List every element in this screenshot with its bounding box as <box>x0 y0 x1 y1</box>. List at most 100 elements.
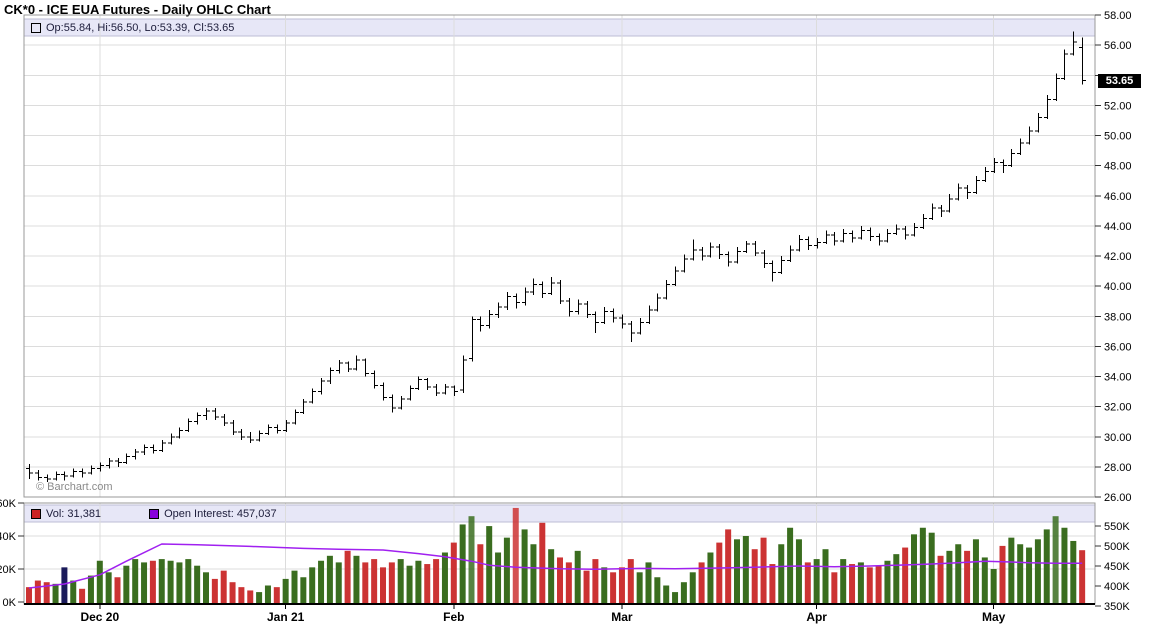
ohlc-bar <box>831 231 838 246</box>
volume-bar <box>344 550 351 603</box>
ohlc-bar <box>814 237 821 249</box>
ohlc-bar <box>398 396 405 410</box>
volume-bar <box>415 560 422 603</box>
volume-bar <box>229 582 236 603</box>
volume-bar <box>610 572 617 603</box>
ohlc-bar <box>300 399 307 415</box>
volume-bar <box>787 527 794 603</box>
volume-bar <box>1026 547 1033 603</box>
volume-bar <box>512 507 519 603</box>
axis-tick-label: 500K <box>1104 541 1130 553</box>
volume-bar <box>919 527 926 603</box>
ohlc-bar <box>601 307 608 324</box>
ohlc-bar <box>787 245 794 263</box>
volume-bar <box>477 544 484 603</box>
volume-bar <box>981 557 988 603</box>
volume-bar <box>902 547 909 603</box>
axis-tick-label: 30.00 <box>1104 432 1132 444</box>
ohlc-bar <box>442 384 449 395</box>
volume-bar <box>557 557 563 603</box>
axis-tick-label: Feb <box>443 610 464 624</box>
volume-bar <box>220 570 227 603</box>
ohlc-bar <box>946 194 953 213</box>
axis-tick-label: May <box>982 610 1006 624</box>
volume-bar <box>441 552 448 603</box>
ohlc-bar <box>141 444 148 455</box>
volume-bar <box>928 532 935 603</box>
ohlc-bar <box>345 361 352 372</box>
open-interest-legend-label: Open Interest: 457,037 <box>164 507 277 520</box>
axis-tick-label: 56.00 <box>1104 40 1132 52</box>
volume-bar <box>282 578 289 603</box>
axis-tick-label: 58.00 <box>1104 10 1132 22</box>
axis-tick-label: 0K <box>3 597 17 609</box>
ohlc-bar <box>707 242 714 258</box>
ohlc-bar <box>522 287 529 306</box>
axis-tick-label: 450K <box>1104 561 1130 573</box>
ohlc-bar <box>292 409 299 425</box>
volume-bar <box>857 562 864 603</box>
volume-bar <box>87 575 94 603</box>
volume-bar <box>574 550 581 603</box>
ohlc-bar <box>362 358 369 377</box>
ohlc-bar <box>371 370 378 389</box>
ohlc-bar <box>247 432 254 443</box>
volume-bar <box>663 585 670 603</box>
ohlc-bar <box>1035 112 1042 133</box>
ohlc-bar <box>159 439 166 452</box>
volume-bar <box>397 559 404 603</box>
volume-bar <box>194 565 201 603</box>
volume-bar <box>955 544 962 603</box>
ohlc-bar <box>964 185 971 199</box>
ohlc-bar <box>97 462 104 472</box>
volume-bar <box>61 567 68 603</box>
volume-bar <box>1061 527 1068 603</box>
volume-bar <box>1043 529 1050 603</box>
volume-bar <box>495 552 502 603</box>
volume-bar <box>1034 539 1041 603</box>
ohlc-bar <box>504 292 511 311</box>
volume-bar <box>371 559 378 603</box>
volume-bar <box>167 560 174 603</box>
ohlc-bar <box>469 316 476 362</box>
ohlc-bar <box>991 158 998 174</box>
volume-bar <box>52 583 59 603</box>
ohlc-bar <box>1061 49 1068 80</box>
volume-bar <box>114 577 121 603</box>
volume-bar <box>300 577 307 603</box>
volume-bar <box>309 567 316 603</box>
ohlc-bar <box>115 457 122 467</box>
volume-bar <box>627 559 634 603</box>
ohlc-bar <box>654 293 661 312</box>
volume-bar <box>79 588 86 603</box>
ohlc-bar <box>884 228 891 243</box>
ohlc-bar <box>628 320 635 342</box>
ohlc-bar <box>238 429 245 440</box>
volume-bar <box>760 537 767 603</box>
volume-bar <box>734 539 740 603</box>
ohlc-bar <box>955 183 962 201</box>
ohlc-bar <box>26 463 33 479</box>
axis-tick-label: 60K <box>0 498 17 510</box>
volume-legend-label: Vol: 31,381 <box>46 507 102 520</box>
axis-tick-label: 20K <box>0 564 17 576</box>
volume-bar <box>1008 537 1015 603</box>
ohlc-bar <box>1070 31 1077 56</box>
ohlc-legend: Op:55.84, Hi:56.50, Lo:53.39, Cl:53.65 <box>31 20 234 35</box>
volume-bar <box>450 542 457 603</box>
ohlc-bar <box>672 266 679 287</box>
ohlc-legend-label: Op:55.84, Hi:56.50, Lo:53.39, Cl:53.65 <box>46 21 235 34</box>
ohlc-bar <box>353 355 360 371</box>
volume-series <box>26 507 1086 603</box>
volume-bar <box>672 592 679 603</box>
axis-tick-label: Mar <box>611 610 633 624</box>
axis-tick-label: 50.00 <box>1104 131 1132 143</box>
ohlc-bar <box>973 176 980 195</box>
volume-bar <box>999 545 1006 603</box>
ohlc-bar <box>53 471 60 481</box>
ohlc-bar <box>44 474 51 482</box>
volume-bar <box>158 559 165 603</box>
legend-strips <box>23 18 1096 523</box>
axis-tick-label: 38.00 <box>1104 311 1132 323</box>
